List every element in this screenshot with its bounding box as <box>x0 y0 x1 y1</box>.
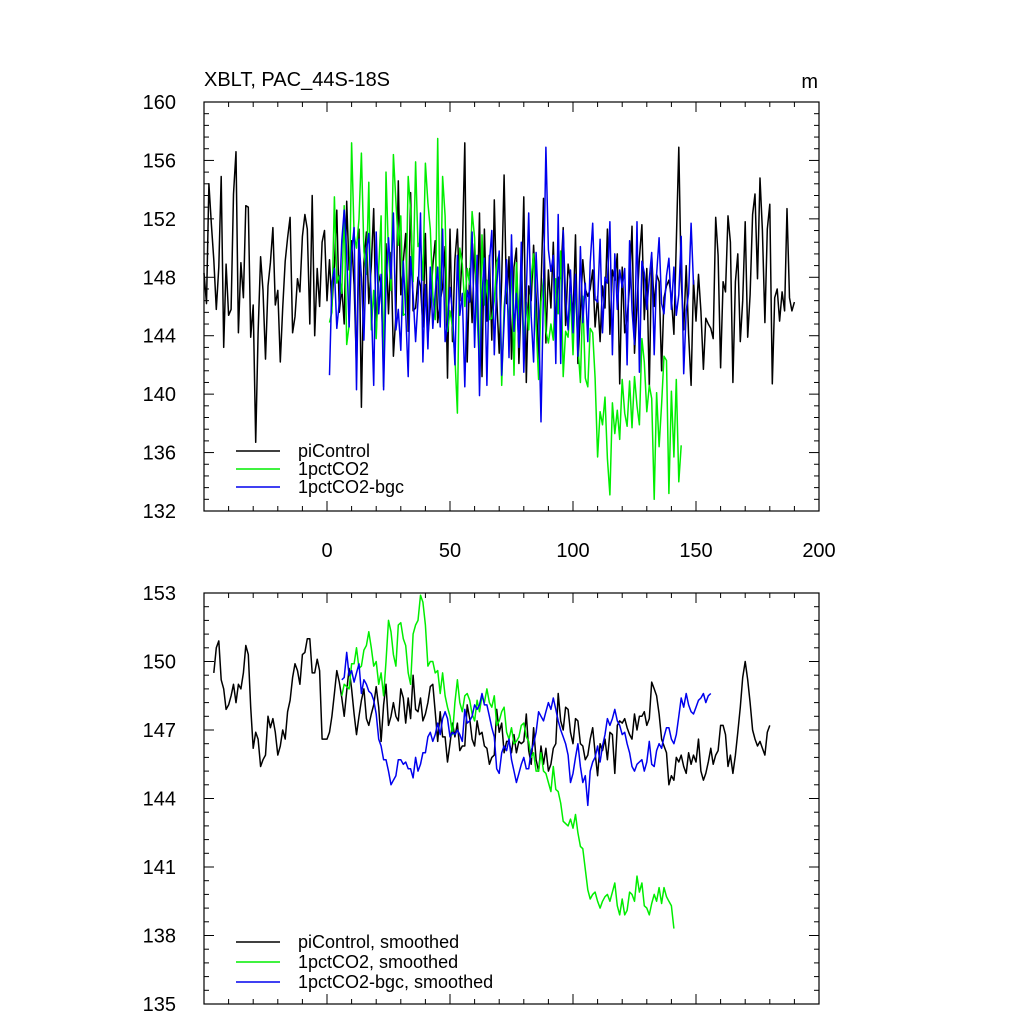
legend-label: 1pctCO2-bgc, smoothed <box>298 972 493 992</box>
y-tick-label: 135 <box>143 994 176 1016</box>
bottom-series-line-3 <box>341 651 712 807</box>
x-tick-label: 0 <box>321 540 332 562</box>
y-tick-label: 153 <box>143 583 176 605</box>
legend-label: 1pctCO2, smoothed <box>298 952 458 972</box>
bottom-series-line-1 <box>213 637 771 786</box>
y-tick-label: 160 <box>143 92 176 114</box>
bottom-plot-frame <box>203 592 820 1005</box>
bottom-series-line-2 <box>341 594 675 929</box>
legend-label: 1pctCO2 <box>298 459 369 479</box>
x-tick-label: 150 <box>679 540 712 562</box>
top-axes: 132 136 140 144 148 152 156 160 0 50 100 150 200 <box>143 92 836 562</box>
chart-title: XBLT, PAC_44S-18S <box>204 69 390 91</box>
legend-label: 1pctCO2-bgc <box>298 477 404 497</box>
x-tick-label: 200 <box>802 540 835 562</box>
y-tick-label: 148 <box>143 267 176 289</box>
bottom-axes: 135 138 141 144 147 150 153 <box>143 583 820 1016</box>
y-tick-label: 136 <box>143 443 176 465</box>
y-tick-label: 147 <box>143 720 176 742</box>
bottom-chart: 135 138 141 144 147 150 153 piControl, smoothe… <box>143 583 820 1016</box>
legend-label: piControl <box>298 441 370 461</box>
y-tick-label: 138 <box>143 926 176 948</box>
top-series-line-1 <box>203 142 796 444</box>
top-chart: XBLT, PAC_44S-18S m 132 136 140 144 148 152 15… <box>143 69 836 562</box>
legend-label: piControl, smoothed <box>298 932 459 952</box>
y-tick-label: 150 <box>143 652 176 674</box>
y-tick-label: 156 <box>143 150 176 172</box>
x-tick-label: 50 <box>439 540 461 562</box>
y-tick-label: 141 <box>143 857 176 879</box>
y-tick-label: 144 <box>143 789 176 811</box>
y-tick-label: 152 <box>143 209 176 231</box>
bottom-series-lines <box>213 594 771 929</box>
x-tick-label: 100 <box>556 540 589 562</box>
top-plot-frame <box>203 101 820 512</box>
y-tick-label: 144 <box>143 326 176 348</box>
y-tick-label: 132 <box>143 501 176 523</box>
units-label: m <box>801 71 818 93</box>
y-tick-label: 140 <box>143 384 176 406</box>
top-series-line-3 <box>328 146 695 423</box>
top-series-lines <box>203 137 796 501</box>
